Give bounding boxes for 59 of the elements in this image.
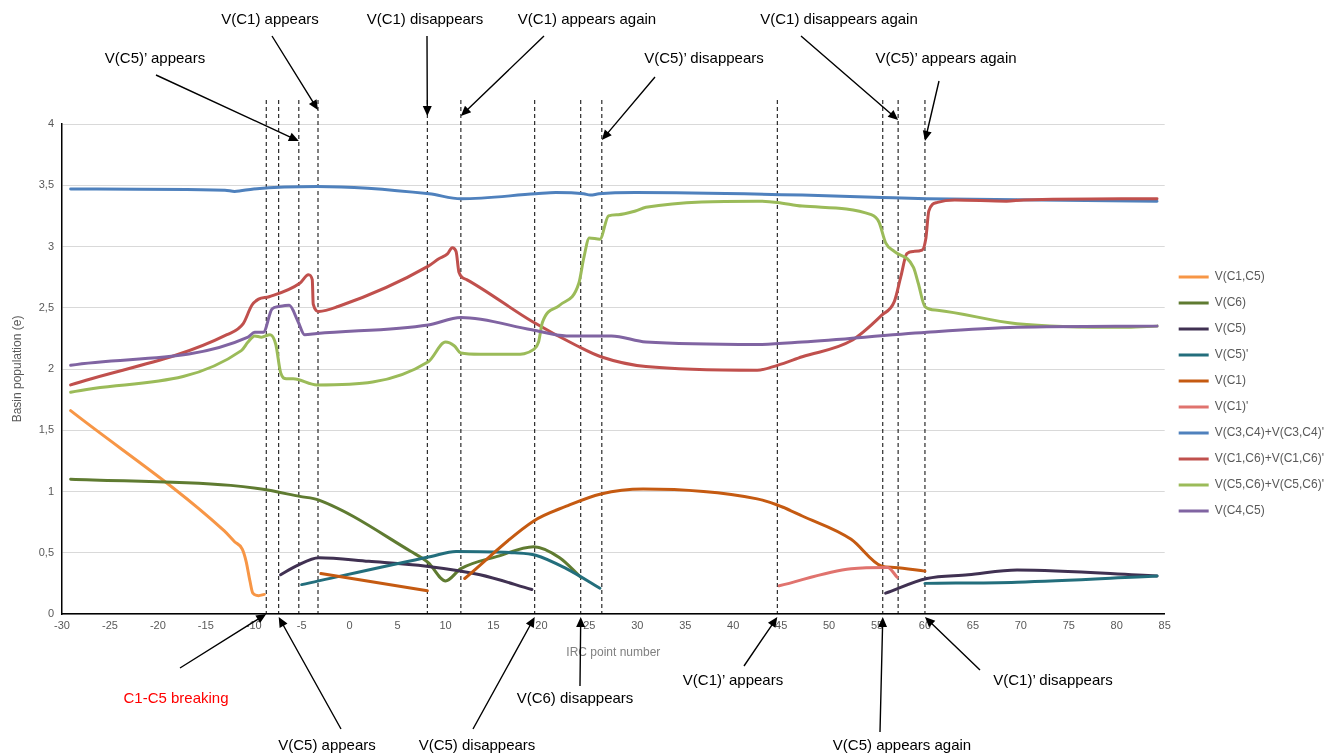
text: V(C5)’ appears again [875, 49, 1017, 67]
x-tick-label: 15 [487, 618, 500, 631]
x-tick-label: 85 [1158, 618, 1171, 631]
x-tick-label: 80 [1110, 618, 1123, 631]
x-tick-label: 10 [439, 618, 452, 631]
text: V(C5)’ appears [104, 49, 206, 67]
x-tick-label: 75 [1062, 618, 1075, 631]
text: V(C1) disappears again [760, 10, 918, 28]
y-tick-label: 2 [47, 362, 54, 375]
text: V(C5) appears again [832, 736, 972, 754]
legend-label: V(C4,C5) [1214, 503, 1265, 518]
legend-label: V(C1) [1214, 373, 1247, 388]
legend-label: V(C1,C5) [1214, 269, 1265, 284]
text: V(C1)’ appears [682, 671, 784, 689]
x-tick-label: 5 [394, 618, 401, 631]
y-axis-title: Basin population (e) [9, 315, 24, 423]
line-series [69, 477, 583, 583]
y-tick-label: 2,5 [38, 300, 54, 313]
x-tick-label: 45 [775, 618, 788, 631]
x-tick-label: 25 [583, 618, 596, 631]
y-tick-label: 3 [47, 239, 54, 252]
line-series [69, 409, 266, 598]
x-tick-label: 20 [535, 618, 548, 631]
text: V(C1) appears [221, 10, 319, 28]
legend-label: V(C3,C4)+V(C3,C4)' [1214, 425, 1325, 440]
legend-label: V(C1,C6)+V(C1,C6)' [1214, 451, 1325, 466]
x-tick-label: 50 [822, 618, 836, 631]
y-tick-label: 1 [47, 484, 54, 497]
text: V(C5) appears [278, 736, 376, 754]
y-tick-label: 1,5 [38, 423, 54, 436]
text: V(C1) appears again [517, 10, 657, 28]
legend-label: V(C5)' [1214, 347, 1249, 362]
legend-label: V(C1)' [1214, 399, 1249, 414]
x-tick-label: 30 [631, 618, 644, 631]
y-tick-label: 4 [47, 117, 54, 130]
x-tick-label: -25 [101, 618, 118, 631]
text: V(C5)’ disappears [644, 49, 764, 67]
text: V(C1) disappears [366, 10, 484, 28]
legend-label: V(C5,C6)+V(C5,C6)' [1214, 477, 1325, 492]
y-tick-label: 0 [47, 607, 54, 620]
x-tick-label: 40 [727, 618, 740, 631]
legend-label: V(C5) [1214, 321, 1247, 336]
line-series [69, 303, 1159, 367]
x-tick-label: 70 [1014, 618, 1027, 631]
x-tick-label: -15 [197, 618, 214, 631]
x-tick-label: 35 [679, 618, 692, 631]
y-tick-label: 0,5 [38, 545, 54, 558]
text: C1-C5 breaking [123, 689, 229, 707]
x-tick-label: -30 [54, 618, 70, 631]
x-tick-label: 65 [966, 618, 980, 631]
x-tick-label: -5 [296, 618, 307, 631]
line-series [777, 565, 899, 588]
text: V(C5) disappears [418, 736, 536, 754]
x-tick-label: 0 [346, 618, 353, 631]
legend-label: V(C6) [1214, 295, 1247, 310]
text: V(C6) disappears [516, 689, 634, 707]
x-tick-label: -20 [149, 618, 166, 631]
y-tick-label: 3,5 [38, 178, 54, 191]
text: V(C1)’ disappears [993, 671, 1113, 689]
